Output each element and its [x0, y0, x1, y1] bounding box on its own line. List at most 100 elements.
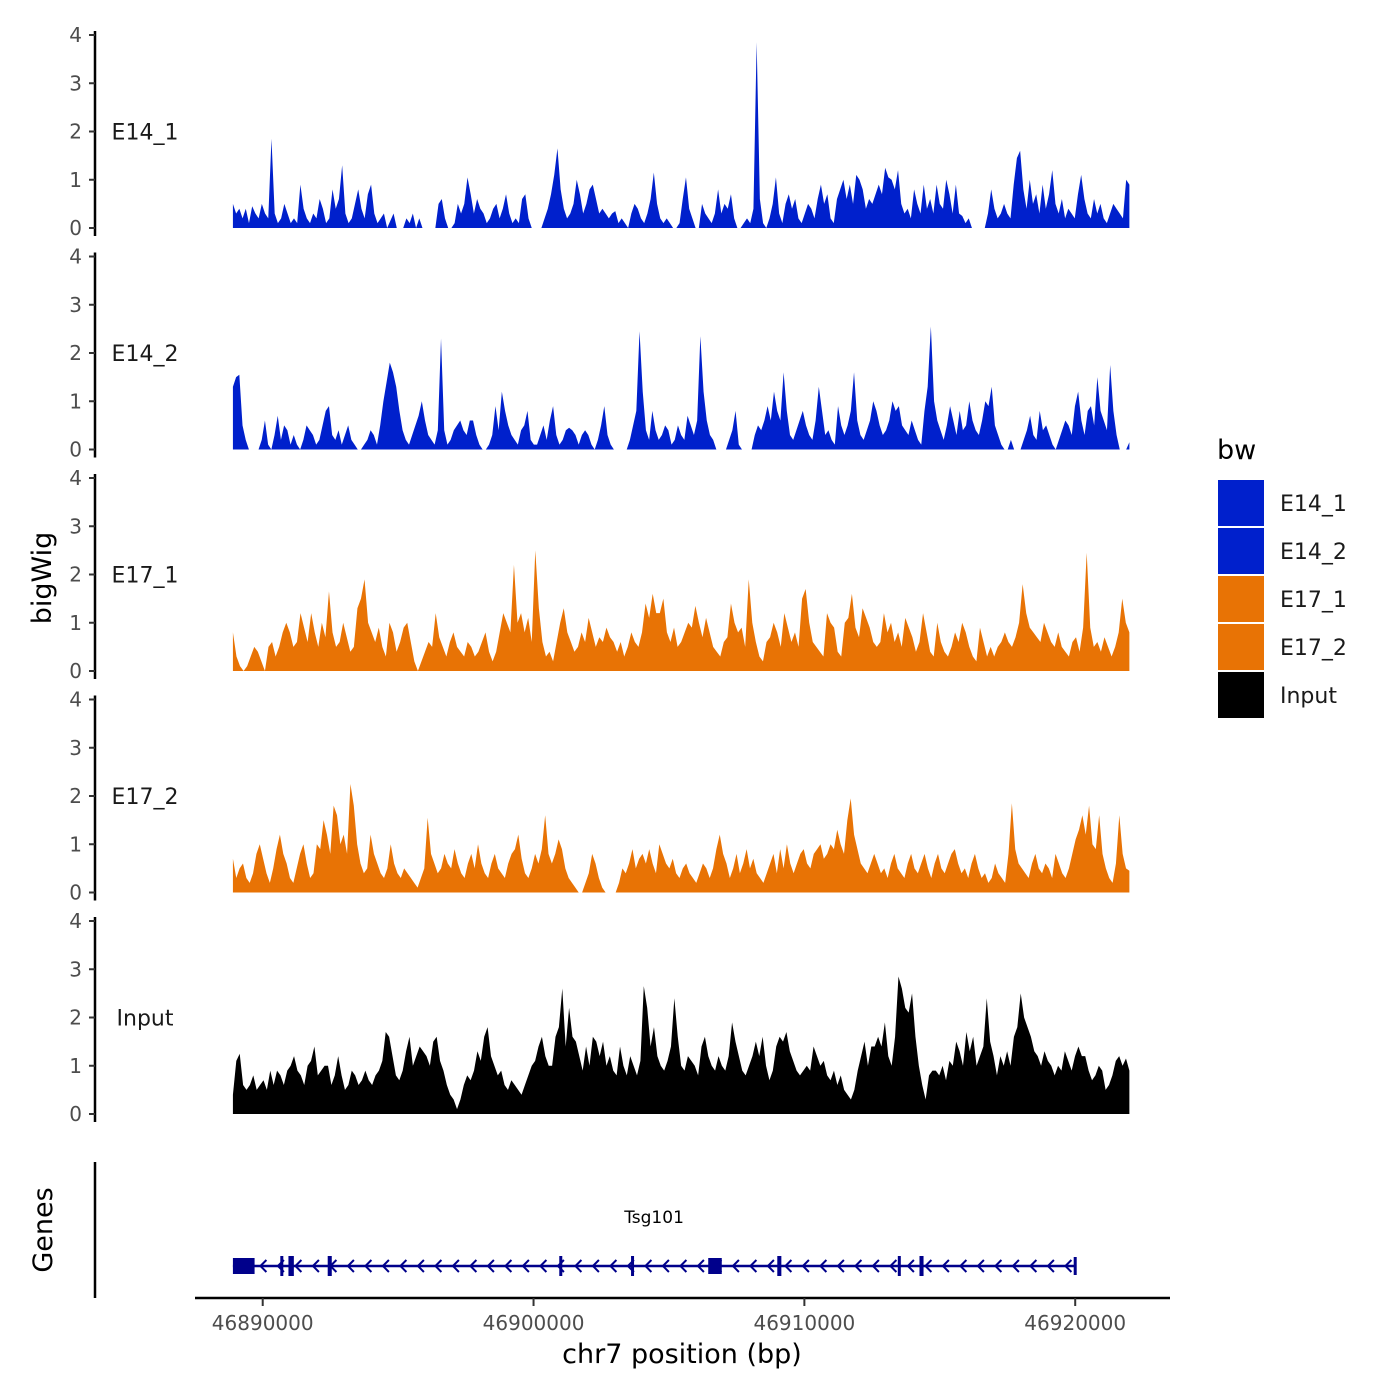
gene-exon	[631, 1256, 635, 1276]
genes-axis-title: Genes	[28, 1187, 59, 1272]
y-tick-label: 2	[69, 120, 82, 144]
x-tick-label: 46890000	[212, 1311, 314, 1335]
legend-label: Input	[1280, 684, 1337, 709]
track-E14_2: 0 1 2 3 4 E14_2	[69, 245, 1130, 462]
strand-arrow	[1011, 1259, 1020, 1273]
strand-arrow	[346, 1259, 355, 1273]
y-tick-label: 1	[69, 389, 82, 413]
gene-exon	[288, 1256, 294, 1276]
y-tick-label: 2	[69, 1006, 82, 1030]
gene-models: Tsg101	[232, 1208, 1077, 1276]
x-axis-ticks: 46890000 46900000 46910000 46920000	[212, 1298, 1126, 1335]
strand-arrow	[784, 1259, 793, 1273]
x-tick-label: 46920000	[1024, 1311, 1126, 1335]
signal-area-E17_2	[232, 783, 1130, 893]
strand-arrow	[364, 1259, 373, 1273]
strand-arrow	[801, 1259, 810, 1273]
strand-arrow	[416, 1259, 425, 1273]
track-label: E14_1	[112, 121, 179, 146]
strand-arrow	[644, 1259, 653, 1273]
legend-label: E14_2	[1280, 540, 1347, 565]
y-tick-label: 0	[69, 1102, 82, 1126]
y-tick-label: 1	[69, 1054, 82, 1078]
gene-panel: Genes Tsg101	[28, 1162, 1077, 1298]
strand-arrow	[486, 1259, 495, 1273]
strand-arrow	[731, 1259, 740, 1273]
legend-label: E17_1	[1280, 588, 1347, 613]
x-tick-label: 46900000	[483, 1311, 585, 1335]
gene-name-label: Tsg101	[623, 1208, 684, 1228]
y-tick-label: 1	[69, 168, 82, 192]
legend-entry-E14_1: E14_1	[1218, 480, 1347, 526]
gene-exon	[232, 1258, 255, 1274]
gene-exon	[919, 1256, 924, 1276]
gene-exon	[897, 1256, 901, 1276]
strand-arrow	[591, 1259, 600, 1273]
track-E17_2: 0 1 2 3 4 E17_2	[69, 688, 1130, 905]
legend-swatch	[1218, 624, 1264, 670]
y-axis-title: bigWig	[27, 532, 58, 625]
x-axis: 46890000 46900000 46910000 46920000 chr7 po…	[195, 1296, 1170, 1370]
legend-entry-E14_2: E14_2	[1218, 528, 1347, 574]
strand-arrow	[854, 1259, 863, 1273]
strand-arrow	[609, 1259, 618, 1273]
signal-area-E17_1	[232, 550, 1130, 671]
y-tick-label: 3	[69, 293, 82, 317]
track-label: E17_1	[112, 564, 179, 589]
signal-area-Input	[232, 976, 1130, 1114]
track-E17_1: 0 1 2 3 4 E17_1	[69, 466, 1130, 683]
y-tick-label: 4	[69, 909, 82, 933]
strand-arrow	[661, 1259, 670, 1273]
y-tick-label: 4	[69, 466, 82, 490]
gene-exon	[708, 1258, 722, 1274]
y-tick-label: 2	[69, 784, 82, 808]
y-tick-label: 2	[69, 563, 82, 587]
strand-arrow	[994, 1259, 1003, 1273]
gene-exon	[559, 1256, 563, 1276]
y-tick-label: 3	[69, 514, 82, 538]
y-tick-label: 0	[69, 659, 82, 683]
strand-arrow	[451, 1259, 460, 1273]
y-tick-label: 3	[69, 736, 82, 760]
gene-Tsg101: Tsg101	[232, 1208, 1077, 1276]
y-tick-label: 4	[69, 245, 82, 269]
signal-area-E14_1	[232, 42, 1130, 228]
strand-arrow	[959, 1259, 968, 1273]
strand-arrow	[976, 1259, 985, 1273]
legend-swatch	[1218, 528, 1264, 574]
strand-arrow	[259, 1259, 268, 1273]
signal-area-E14_2	[232, 326, 1130, 450]
x-axis-title: chr7 position (bp)	[562, 1339, 802, 1370]
y-tick-label: 2	[69, 341, 82, 365]
gene-exon	[280, 1256, 284, 1276]
track-label: Input	[117, 1007, 174, 1032]
strand-arrow	[469, 1259, 478, 1273]
strand-arrow	[819, 1259, 828, 1273]
legend-swatch	[1218, 480, 1264, 526]
legend-entry-E17_2: E17_2	[1218, 624, 1347, 670]
track-label: E14_2	[112, 342, 179, 367]
strand-arrow	[941, 1259, 950, 1273]
strand-arrow	[924, 1259, 933, 1273]
strand-arrow	[889, 1259, 898, 1273]
x-tick-label: 46910000	[753, 1311, 855, 1335]
y-tick-label: 1	[69, 611, 82, 635]
legend-label: E14_1	[1280, 492, 1347, 517]
track-Input: 0 1 2 3 4 Input	[69, 909, 1130, 1126]
y-tick-label: 0	[69, 216, 82, 240]
strand-arrow	[871, 1259, 880, 1273]
legend: bw E14_1 E14_2 E17_1 E17_2 Input	[1217, 435, 1347, 718]
y-tick-label: 3	[69, 71, 82, 95]
y-tick-label: 0	[69, 881, 82, 905]
strand-arrow	[539, 1259, 548, 1273]
gene-exon	[777, 1256, 782, 1276]
legend-swatch	[1218, 672, 1264, 718]
strand-arrow	[434, 1259, 443, 1273]
strand-arrow	[679, 1259, 688, 1273]
legend-title: bw	[1217, 435, 1256, 466]
legend-entries: E14_1 E14_2 E17_1 E17_2 Input	[1218, 480, 1347, 718]
y-tick-label: 4	[69, 23, 82, 47]
strand-arrow	[399, 1259, 408, 1273]
strand-arrow	[574, 1259, 583, 1273]
strand-arrow	[1046, 1259, 1055, 1273]
